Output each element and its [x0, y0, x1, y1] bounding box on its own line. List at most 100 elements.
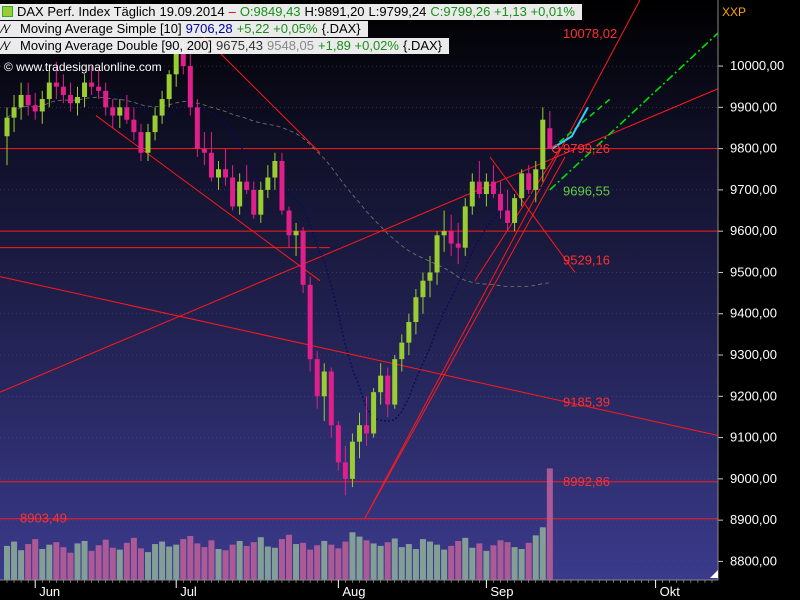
- x-tick-label: Jul: [180, 584, 197, 599]
- volume-bar: [222, 550, 229, 580]
- ma-double-value1: 9675,43: [216, 38, 264, 53]
- y-tick-label: 9200,00: [730, 388, 777, 403]
- y-tick-label: 9000,00: [730, 471, 777, 486]
- volume-bar: [356, 536, 363, 580]
- candle-body: [272, 160, 278, 178]
- ma-double-change: +1,89 +0,02%: [318, 38, 399, 53]
- volume-bar: [455, 540, 462, 580]
- candle-body: [349, 441, 355, 479]
- candle-body: [540, 119, 546, 170]
- volume-bar: [74, 543, 81, 580]
- volume-bar: [81, 540, 88, 580]
- volume-bar: [525, 542, 532, 580]
- volume-bar: [412, 549, 419, 580]
- ma-simple-line: [6, 92, 551, 422]
- candle-body: [328, 371, 334, 426]
- last-price-marker: [551, 144, 560, 154]
- ma-double-line: [6, 96, 550, 288]
- y-tick-label: 9900,00: [730, 99, 777, 114]
- candle-body: [32, 105, 38, 112]
- volume-bar: [257, 537, 264, 580]
- volume-bar: [271, 547, 278, 580]
- copyright-text: © www.tradesignalonline.com: [4, 60, 162, 74]
- volume-bar: [46, 544, 53, 580]
- candle-body: [131, 119, 137, 133]
- candle-body: [342, 462, 348, 479]
- y-tick-label: 9400,00: [730, 306, 777, 321]
- candle-body: [159, 99, 165, 116]
- candle-body: [96, 86, 102, 91]
- projection-green-line: [549, 32, 719, 191]
- ma-double-value2: 9548,05: [267, 38, 315, 53]
- candle-body: [18, 94, 24, 108]
- ma-double-symbol: {.DAX}: [402, 38, 443, 53]
- candle-body: [265, 177, 271, 190]
- volume-bar: [363, 540, 370, 580]
- instrument-name: DAX Perf. Index Täglich: [17, 4, 156, 19]
- candle-body: [187, 66, 193, 108]
- volume-bar: [511, 547, 518, 580]
- y-tick-label: 9300,00: [730, 347, 777, 362]
- trendline: [364, 156, 566, 519]
- ma-simple-value: 9706,28: [185, 21, 233, 36]
- candle-body: [244, 181, 250, 190]
- candle-body: [526, 173, 532, 190]
- candle-body: [505, 210, 511, 223]
- volume-bar: [60, 547, 67, 580]
- open-value: O:9849,43: [239, 4, 301, 19]
- candle-body: [258, 189, 264, 215]
- projection-green-line: [551, 98, 611, 150]
- volume-bar: [532, 535, 539, 580]
- volume-bar: [483, 550, 490, 580]
- candle-body: [307, 284, 313, 360]
- resize-handle-icon[interactable]: [710, 570, 718, 578]
- volume-bar: [335, 548, 342, 580]
- volume-bar: [476, 543, 483, 580]
- candle-body: [39, 99, 45, 112]
- candle-body: [82, 82, 88, 98]
- trendline: [474, 148, 561, 281]
- volume-bar: [293, 544, 300, 580]
- volume-bar: [137, 548, 144, 580]
- volume-bar: [53, 542, 60, 580]
- volume-bar: [243, 545, 250, 580]
- candle-body: [286, 210, 292, 236]
- candle-body: [223, 169, 229, 178]
- volume-bar: [342, 541, 349, 580]
- volume-bar: [349, 532, 356, 580]
- candle-body: [208, 152, 214, 178]
- price-level-label: 9696,55: [563, 183, 610, 198]
- volume-bar: [4, 545, 10, 580]
- volume-bar: [25, 544, 32, 580]
- volume-bar: [518, 549, 525, 580]
- candle-body: [357, 425, 362, 442]
- volume-bar: [370, 543, 377, 580]
- header-ma-double: ⁄\⁄ Moving Average Double [90, 200] 9675,4…: [0, 38, 450, 54]
- candle-body: [533, 169, 539, 190]
- volume-bar: [300, 542, 307, 580]
- volume-bar: [314, 545, 321, 580]
- candle-body: [124, 107, 130, 120]
- volume-bar: [88, 550, 95, 580]
- price-level-label: 9185,39: [563, 394, 610, 409]
- trendline: [364, 0, 641, 519]
- volume-bar: [102, 539, 109, 580]
- moving-averages: [6, 92, 551, 422]
- volume-bar: [398, 547, 405, 580]
- candle-body: [138, 132, 144, 153]
- close-value: C:9799,26 +1,13 +0,01%: [430, 4, 575, 19]
- price-labels: 10078,02 9799,26 9696,55 9529,16 9185,39 8992…: [20, 26, 617, 526]
- candle-body: [60, 86, 66, 95]
- volume-bar: [67, 552, 74, 580]
- candle-body: [279, 160, 285, 211]
- candle-body: [519, 173, 525, 199]
- volume-bar: [448, 545, 455, 580]
- price-level-label: 9529,16: [563, 252, 610, 267]
- candle-body: [371, 392, 377, 434]
- candles: [4, 41, 553, 496]
- y-tick-label: 9700,00: [730, 182, 777, 197]
- candle-body: [483, 181, 489, 195]
- volume-bar: [229, 544, 236, 580]
- candle-body: [152, 115, 158, 133]
